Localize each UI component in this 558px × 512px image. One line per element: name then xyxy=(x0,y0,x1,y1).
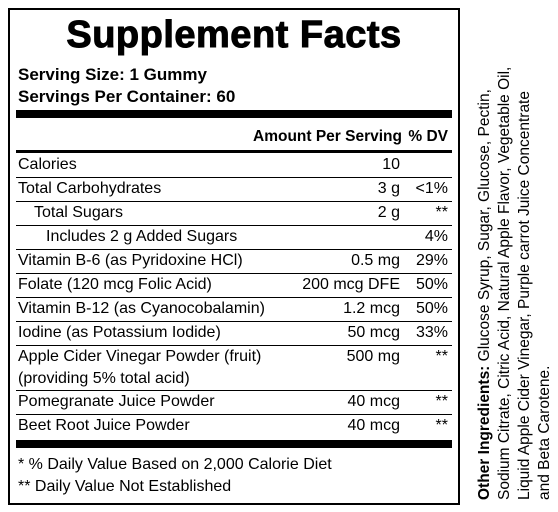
nutrient-name: Vitamin B-12 (as Cyanocobalamin) xyxy=(18,300,265,317)
amount: 40 mcg xyxy=(347,417,400,434)
amount: 500 mg xyxy=(346,348,400,365)
daily-value: 29% xyxy=(415,252,448,269)
daily-value: 33% xyxy=(415,324,448,341)
nutrient-name: Calories xyxy=(18,156,77,173)
nutrient-name: Iodine (as Potassium Iodide) xyxy=(18,324,221,341)
table-row: Total Carbohydrates 3 g <1% xyxy=(16,178,452,202)
amount: 40 mcg xyxy=(347,393,400,410)
footnote: ** Daily Value Not Established xyxy=(18,478,232,495)
amount: 1.2 mcg xyxy=(343,300,400,317)
table-row: Vitamin B-6 (as Pyridoxine HCl) 0.5 mg 29% xyxy=(16,250,452,274)
nutrient-name: Includes 2 g Added Sugars xyxy=(46,228,238,245)
amount: 3 g xyxy=(377,180,400,197)
other-ingredients: Other Ingredients: Glucose Syrup, Sugar,… xyxy=(476,67,553,500)
thick-rule xyxy=(16,440,452,448)
table-row: Beet Root Juice Powder 40 mcg ** xyxy=(16,415,452,438)
daily-value: 50% xyxy=(415,300,448,317)
table-row: Apple Cider Vinegar Powder (fruit) (provi… xyxy=(16,346,452,391)
ingredients-label: Other Ingredients: xyxy=(476,366,493,500)
table-rows: Calories 10 Total Carbohydrates 3 g <1% Total… xyxy=(16,154,452,438)
daily-value: ** xyxy=(435,417,448,434)
nutrient-name: Total Sugars xyxy=(34,204,123,221)
daily-value: 4% xyxy=(424,228,448,245)
daily-value: ** xyxy=(435,348,448,365)
medium-rule xyxy=(16,150,452,153)
nutrient-name: Total Carbohydrates xyxy=(18,180,162,197)
daily-value: ** xyxy=(435,393,448,410)
daily-value: <1% xyxy=(415,180,448,197)
amount: 2 g xyxy=(377,204,400,221)
thick-rule xyxy=(16,110,452,118)
nutrient-name: Folate (120 mcg Folic Acid) xyxy=(18,276,212,293)
ingredients-line: Other Ingredients: Glucose Syrup, Sugar,… xyxy=(476,89,493,500)
daily-value: 50% xyxy=(415,276,448,293)
nutrient-name: Pomegranate Juice Powder xyxy=(18,393,215,410)
amount: 200 mcg DFE xyxy=(302,276,400,293)
nutrient-name: Beet Root Juice Powder xyxy=(18,417,190,434)
ingredients-text: Glucose Syrup, Sugar, Glucose, Pectin, xyxy=(476,89,493,366)
amount-header: Amount Per Serving xyxy=(253,128,402,145)
amount: 50 mcg xyxy=(347,324,400,341)
table-row: Pomegranate Juice Powder 40 mcg ** xyxy=(16,391,452,415)
table-row: Total Sugars 2 g ** xyxy=(16,202,452,226)
table-row: Folate (120 mcg Folic Acid) 200 mcg DFE 50… xyxy=(16,274,452,298)
footnote: * % Daily Value Based on 2,000 Calorie D… xyxy=(18,456,332,473)
ingredients-line: Sodium Citrate, Citric Acid, Natural App… xyxy=(496,67,513,500)
nutrient-name: Apple Cider Vinegar Powder (fruit) xyxy=(18,348,262,365)
footnotes: * % Daily Value Based on 2,000 Calorie D… xyxy=(18,454,332,498)
table-row: Includes 2 g Added Sugars 4% xyxy=(16,226,452,250)
table-row: Vitamin B-12 (as Cyanocobalamin) 1.2 mcg 5… xyxy=(16,298,452,322)
ingredients-line: and Beta Carotene. xyxy=(536,366,553,500)
nutrient-detail: (providing 5% total acid) xyxy=(18,370,190,387)
amount: 10 xyxy=(382,156,400,173)
servings-per-container: Servings Per Container: 60 xyxy=(18,87,236,106)
serving-size: Serving Size: 1 Gummy xyxy=(18,65,207,84)
supplement-facts-panel: Supplement Facts Serving Size: 1 Gummy S… xyxy=(8,8,460,505)
table-row: Iodine (as Potassium Iodide) 50 mcg 33% xyxy=(16,322,452,346)
table-header: Amount Per Serving % DV xyxy=(16,126,452,148)
title: Supplement Facts xyxy=(66,14,402,57)
table-row: Calories 10 xyxy=(16,154,452,178)
dv-header: % DV xyxy=(408,128,448,145)
daily-value: ** xyxy=(435,204,448,221)
amount: 0.5 mg xyxy=(351,252,400,269)
ingredients-line: Liquid Apple Cider Vinegar, Purple carro… xyxy=(516,91,533,500)
nutrient-name: Vitamin B-6 (as Pyridoxine HCl) xyxy=(18,252,243,269)
